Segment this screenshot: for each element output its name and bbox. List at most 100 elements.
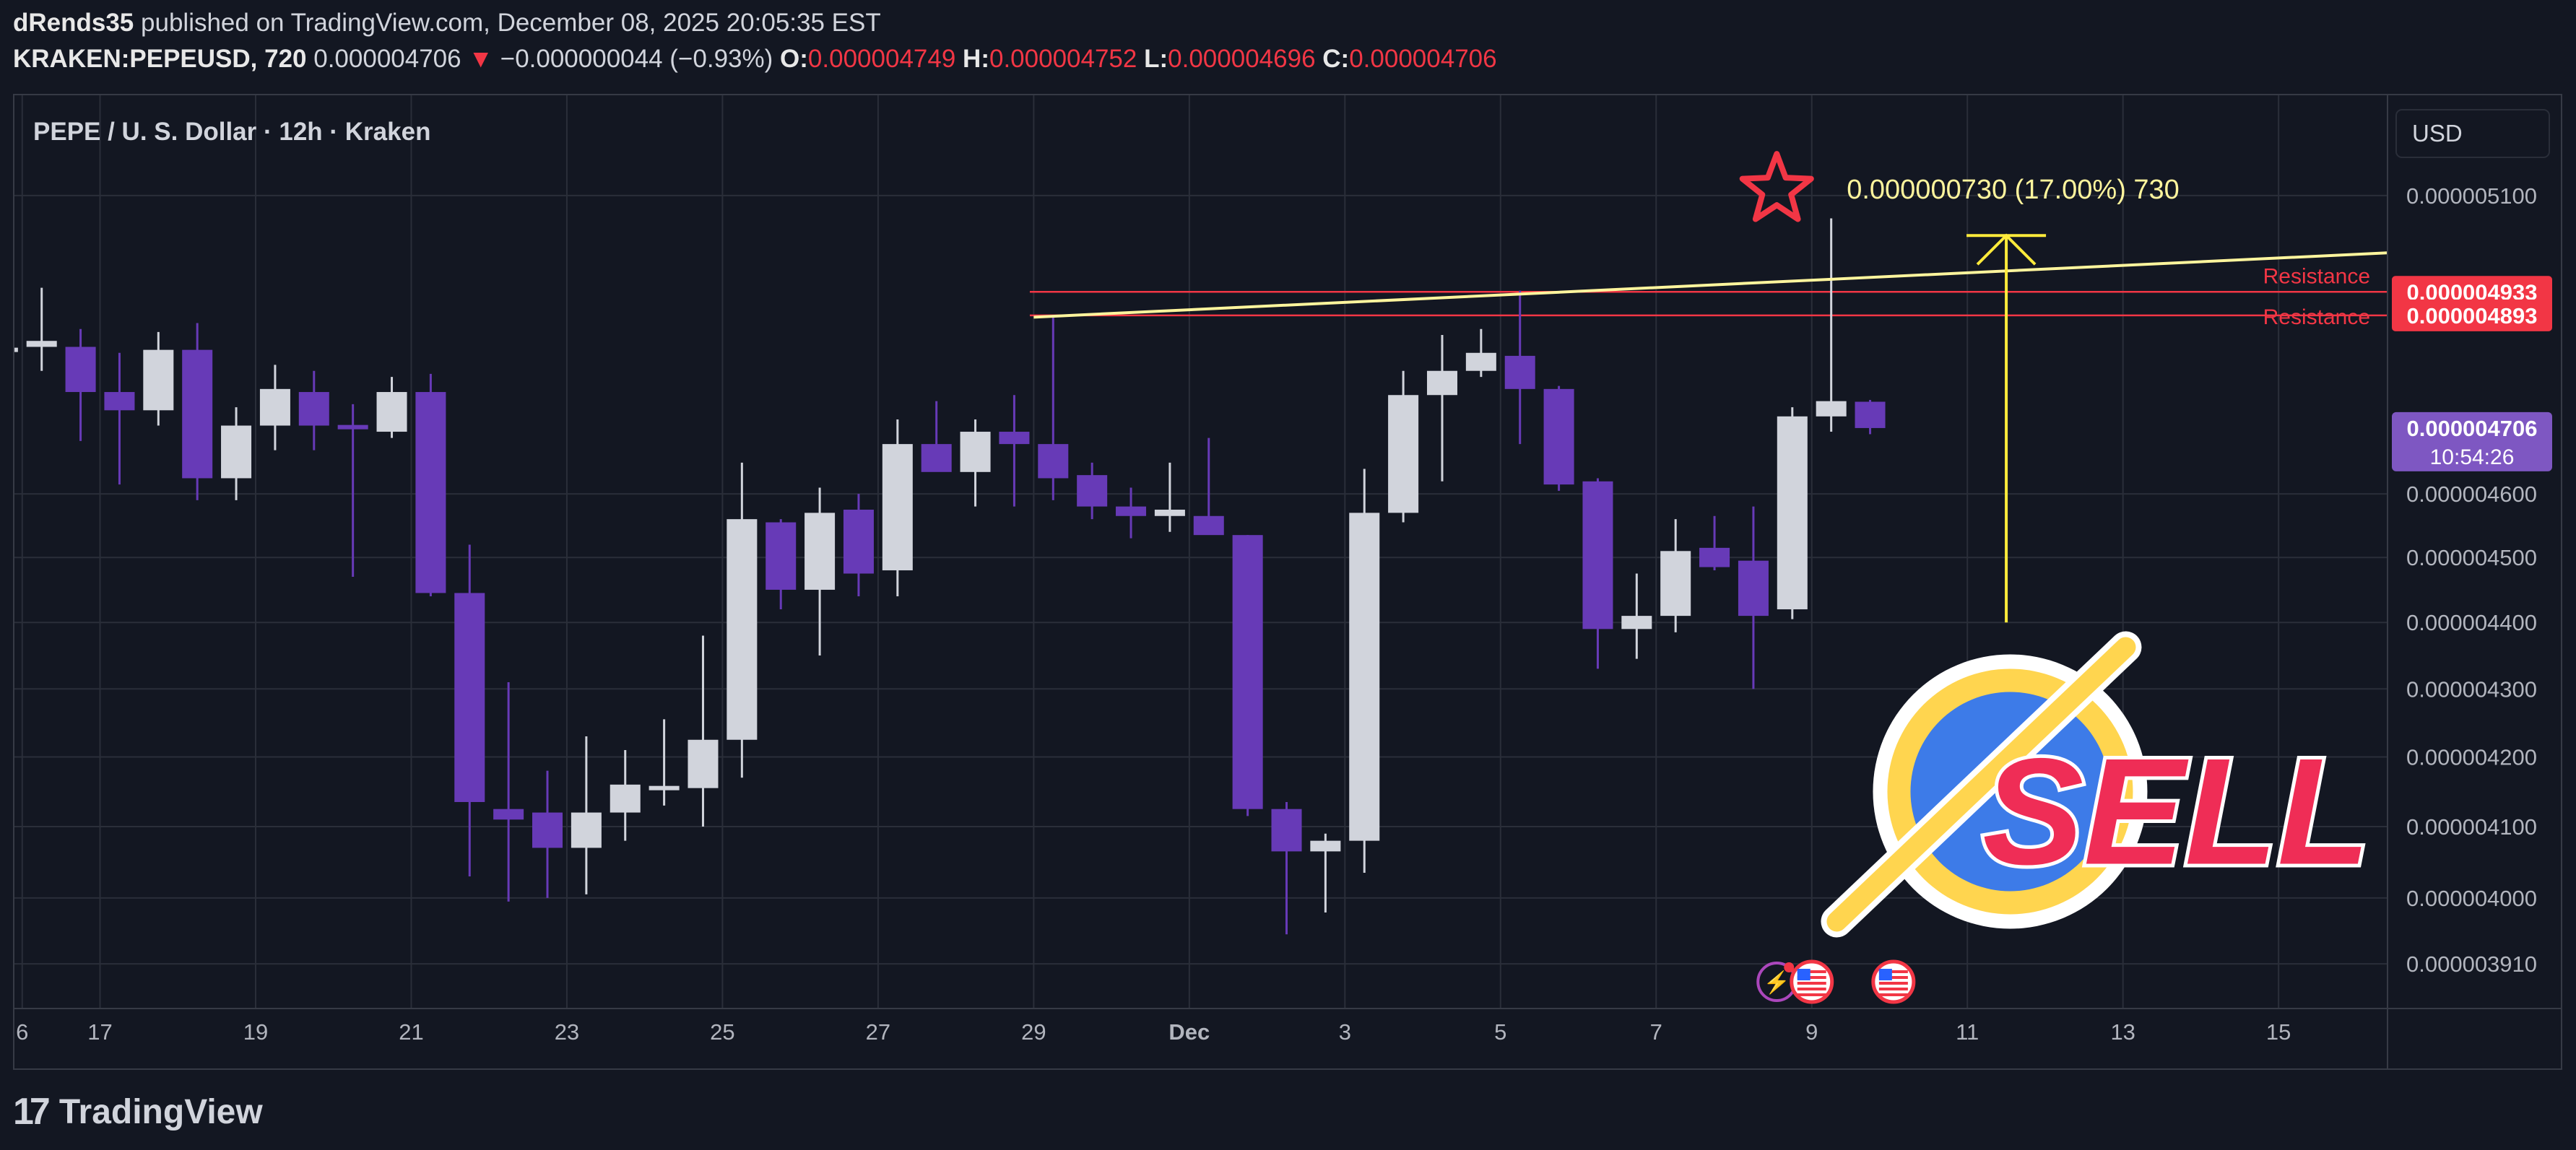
brand-name: TradingView	[58, 1092, 263, 1131]
candle-body	[1855, 401, 1886, 428]
candle-body	[26, 341, 57, 347]
flag-stripe	[1797, 982, 1826, 985]
star-marker-icon[interactable]	[1739, 151, 1814, 222]
candle-body	[610, 784, 641, 813]
flag-stripe	[1797, 988, 1826, 990]
candle-body	[14, 347, 18, 352]
x-tick-label: 9	[1805, 1019, 1818, 1045]
flag-stripe	[1797, 970, 1826, 973]
y-tick-label: 0.000004200	[2406, 745, 2537, 770]
last-price: 0.000004706	[313, 45, 461, 73]
published-text: published on TradingView.com, December 0…	[141, 9, 881, 37]
candle-body	[1038, 444, 1069, 479]
candle-body	[337, 424, 368, 430]
resistance-price-text: 0.000004893	[2406, 303, 2537, 328]
x-tick-label: 5	[1494, 1019, 1506, 1045]
candle-body	[960, 432, 991, 472]
y-tick-label: 0.000004300	[2406, 676, 2537, 702]
flag-stripe	[1878, 988, 1908, 990]
grid-lines	[14, 95, 2388, 1009]
candle-body	[1310, 840, 1341, 852]
current-price-text: 0.000004706	[2406, 416, 2537, 441]
candle-body	[298, 392, 329, 426]
chart-header: dRends35 published on TradingView.com, D…	[0, 0, 2576, 92]
x-tick-label: 15	[2266, 1019, 2291, 1045]
flag-stripe	[1878, 993, 1908, 996]
candle-body	[1388, 395, 1419, 513]
open-value: 0.000004749	[807, 45, 956, 73]
x-tick-label: 17	[87, 1019, 112, 1045]
y-tick-label: 0.000004500	[2406, 545, 2537, 570]
candle-body	[143, 349, 174, 411]
high-value: 0.000004752	[989, 45, 1137, 73]
high-label: H:	[963, 45, 989, 73]
candle-body	[415, 392, 446, 593]
candle-body	[1271, 809, 1302, 852]
candle-body	[843, 509, 874, 574]
bar-countdown: 10:54:26	[2430, 445, 2515, 469]
candle-body	[571, 812, 602, 848]
candle-body	[65, 347, 96, 393]
candle-body	[999, 432, 1030, 445]
x-tick-label: 13	[2110, 1019, 2135, 1045]
current-price-tag	[2392, 411, 2552, 471]
chart-title: PEPE / U. S. Dollar · 12h · Kraken	[33, 118, 430, 146]
author-name[interactable]: dRends35	[13, 9, 134, 37]
candle-body	[1349, 513, 1380, 841]
candle-body	[1154, 509, 1185, 516]
x-tick-label: 6	[16, 1019, 28, 1045]
sell-sticker[interactable]: SELL	[1821, 631, 2374, 938]
candle-body	[1699, 547, 1730, 567]
currency-button[interactable]	[2395, 109, 2550, 158]
candle-body	[493, 809, 524, 820]
measure-label: 0.000000730 (17.00%) 730	[1847, 175, 2180, 205]
open-label: O:	[780, 45, 808, 73]
sell-text: SELL	[1982, 726, 2370, 896]
candle-body	[104, 392, 135, 411]
footer-brand[interactable]: 17 TradingView	[13, 1086, 263, 1137]
candle-body	[1660, 551, 1691, 617]
candle-body	[221, 425, 252, 479]
flag-stripe	[1878, 982, 1908, 985]
trendline[interactable]	[1033, 251, 2388, 319]
x-tick-label: 27	[866, 1019, 890, 1045]
sticker-slash	[1826, 637, 2136, 932]
y-tick-label: 0.000005100	[2406, 183, 2537, 209]
candle-body	[1543, 388, 1574, 485]
change-arrow-icon: ▼	[468, 45, 494, 73]
x-tick-label: 11	[1956, 1019, 1979, 1045]
candle-body	[1582, 481, 1613, 630]
flag-stripe	[1878, 976, 1908, 979]
x-tick-label: Dec	[1168, 1019, 1210, 1045]
tradingview-logo-icon: 17	[13, 1091, 51, 1133]
candle-body	[532, 812, 563, 848]
ohlc-legend: KRAKEN:PEPEUSD, 720 0.000004706 ▼ −0.000…	[13, 45, 1497, 74]
resistance-label: Resistance	[2263, 264, 2370, 288]
low-label: L:	[1144, 45, 1168, 73]
candle-body	[1232, 535, 1263, 809]
candle-body	[688, 739, 719, 788]
candle-body	[1465, 352, 1496, 371]
currency-label: USD	[2412, 120, 2463, 147]
candle-body	[1816, 401, 1847, 417]
y-tick-label: 0.000004100	[2406, 814, 2537, 840]
symbol-label: KRAKEN:PEPEUSD, 720	[13, 45, 307, 73]
candle-body	[259, 388, 290, 426]
candle-body	[882, 444, 913, 571]
candle-body	[376, 392, 407, 432]
us-flag-event-icon[interactable]	[1790, 959, 1834, 1004]
publish-info: dRends35 published on TradingView.com, D…	[13, 9, 881, 38]
x-tick-label: 23	[555, 1019, 579, 1045]
chart-pane[interactable]	[13, 94, 2562, 1070]
x-tick-label: 29	[1021, 1019, 1046, 1045]
x-tick-label: 7	[1650, 1019, 1662, 1045]
us-flag-event-icon[interactable]	[1871, 959, 1916, 1004]
x-tick-label: 25	[710, 1019, 734, 1045]
candle-body	[1738, 560, 1769, 617]
lightning-glyph-icon: ⚡	[1764, 970, 1790, 996]
flag-canton	[1878, 969, 1892, 980]
close-label: C:	[1322, 45, 1350, 73]
candle-body	[649, 785, 680, 790]
candle-body	[1077, 475, 1108, 507]
